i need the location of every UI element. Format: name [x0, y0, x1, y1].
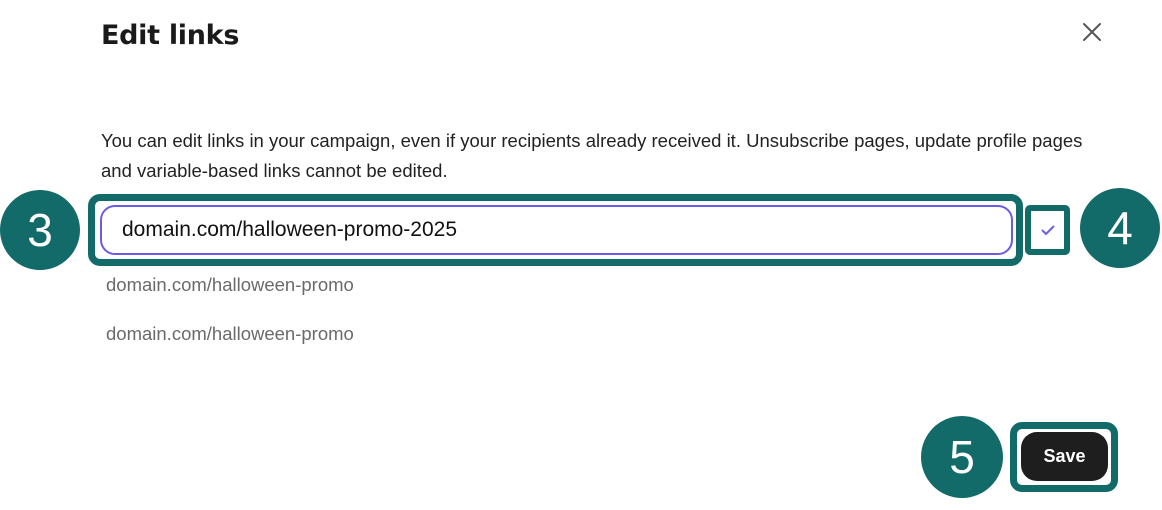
link-input[interactable] [100, 205, 1013, 255]
confirm-button[interactable] [1025, 205, 1070, 255]
link-item[interactable]: domain.com/halloween-promo [106, 274, 354, 295]
save-highlight [1010, 422, 1118, 492]
step-badge-4: 4 [1080, 188, 1160, 268]
save-button[interactable]: Save [1021, 432, 1108, 481]
step-badge-3: 3 [0, 190, 80, 270]
link-item[interactable]: domain.com/halloween-promo [106, 323, 354, 344]
input-highlight [88, 194, 1023, 266]
close-icon [1083, 23, 1101, 41]
dialog-title: Edit links [101, 20, 240, 51]
step-badge-5: 5 [921, 416, 1003, 498]
check-icon [1040, 225, 1055, 236]
dialog-description: You can edit links in your campaign, eve… [101, 130, 1083, 181]
close-button[interactable] [1080, 20, 1104, 44]
